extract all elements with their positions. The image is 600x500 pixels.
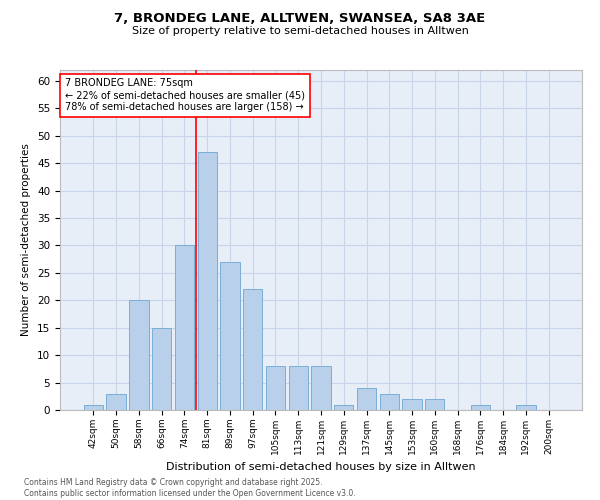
Bar — [243, 290, 262, 410]
Bar — [266, 366, 285, 410]
Text: 7, BRONDEG LANE, ALLTWEN, SWANSEA, SA8 3AE: 7, BRONDEG LANE, ALLTWEN, SWANSEA, SA8 3… — [115, 12, 485, 26]
Y-axis label: Number of semi-detached properties: Number of semi-detached properties — [22, 144, 31, 336]
Bar — [129, 300, 149, 410]
X-axis label: Distribution of semi-detached houses by size in Alltwen: Distribution of semi-detached houses by … — [166, 462, 476, 472]
Bar — [516, 404, 536, 410]
Bar — [357, 388, 376, 410]
Text: Contains HM Land Registry data © Crown copyright and database right 2025.
Contai: Contains HM Land Registry data © Crown c… — [24, 478, 356, 498]
Bar — [84, 404, 103, 410]
Bar — [152, 328, 172, 410]
Bar — [403, 399, 422, 410]
Text: Size of property relative to semi-detached houses in Alltwen: Size of property relative to semi-detach… — [131, 26, 469, 36]
Bar — [470, 404, 490, 410]
Bar — [311, 366, 331, 410]
Bar — [175, 246, 194, 410]
Bar — [425, 399, 445, 410]
Bar — [334, 404, 353, 410]
Bar — [197, 152, 217, 410]
Bar — [106, 394, 126, 410]
Bar — [289, 366, 308, 410]
Text: 7 BRONDEG LANE: 75sqm
← 22% of semi-detached houses are smaller (45)
78% of semi: 7 BRONDEG LANE: 75sqm ← 22% of semi-deta… — [65, 78, 305, 112]
Bar — [380, 394, 399, 410]
Bar — [220, 262, 239, 410]
